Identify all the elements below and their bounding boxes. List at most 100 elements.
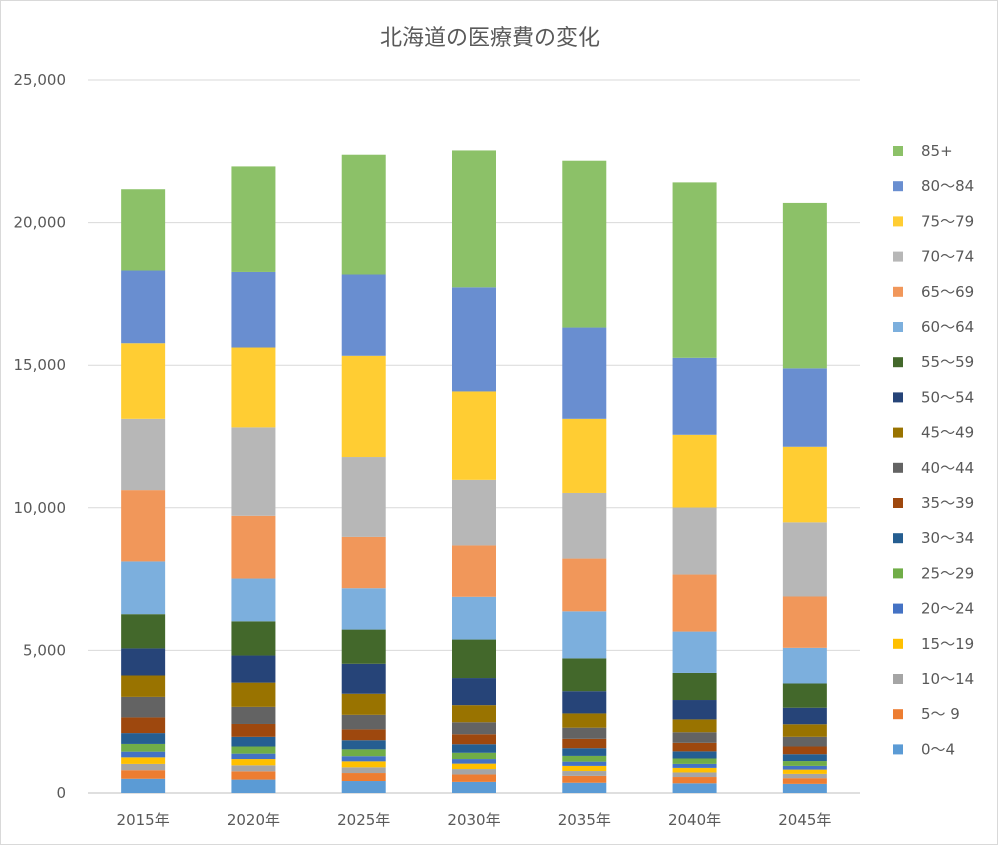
bar-segment-2-0 [341,781,386,793]
bar-segment-1-14 [231,427,276,516]
legend-label: 55～59 [921,353,974,371]
bar-segment-6-15 [782,446,827,523]
bar-segment-4-13 [562,558,607,612]
bar-segment-5-4 [672,763,717,768]
bar-segment-6-10 [782,707,827,725]
bar-segment-0-9 [121,675,166,697]
bar-segment-1-8 [231,706,276,724]
bar-segment-1-12 [231,578,276,622]
bar-segment-6-12 [782,647,827,684]
bar-segment-1-9 [231,682,276,707]
bar-segment-4-17 [562,160,607,328]
bar-segment-0-3 [121,757,166,764]
bar-segment-1-7 [231,723,276,737]
bar-segment-2-2 [341,767,386,774]
bar-segment-4-9 [562,713,607,728]
bar-segment-1-1 [231,771,276,780]
legend-label: 50～54 [921,388,974,406]
legend-label: 40～44 [921,459,974,477]
bar-segment-6-14 [782,522,827,597]
bar-segment-3-4 [452,759,496,764]
bar-segment-4-6 [562,748,607,756]
bar-segment-4-14 [562,492,607,559]
bar-segment-3-7 [452,734,496,745]
bar-segment-5-5 [672,758,717,764]
bar-segment-3-13 [452,545,496,597]
bar-segment-5-10 [672,700,717,720]
legend-swatch [893,568,903,579]
x-axis: 2015年 2020年 2025年 2030年 2035年 2040年 2045年 [117,811,832,829]
y-tick-label: 15,000 [14,356,67,374]
bar-segment-6-8 [782,736,827,747]
legend-swatch [893,427,903,438]
bar-segment-4-11 [562,658,607,692]
bar-segment-4-16 [562,327,607,419]
bar-segment-1-6 [231,736,276,747]
bar-segment-0-2 [121,763,166,771]
bar-segment-6-2 [782,773,827,779]
bar-segment-6-13 [782,596,827,648]
bar-segment-2-16 [341,274,386,356]
bar-segment-5-6 [672,751,717,759]
bar-segment-4-2 [562,771,607,776]
bar-segment-0-16 [121,270,166,344]
bar-segment-3-3 [452,763,496,770]
y-axis: 0 5,000 10,000 15,000 20,000 25,000 [14,71,67,802]
bar-segment-2-5 [341,749,386,757]
bar-segment-0-15 [121,343,166,419]
x-tick-label: 2020年 [227,811,280,829]
legend-swatch [893,392,903,403]
bar-segment-5-11 [672,672,717,701]
bar-segment-0-13 [121,490,166,562]
bar-segment-3-2 [452,769,496,775]
bar-segment-1-3 [231,759,276,766]
y-tick-label: 10,000 [14,499,67,517]
bar-segment-4-1 [562,775,607,783]
bar-segment-3-14 [452,479,496,546]
bar-segment-3-11 [452,639,496,679]
bar-segment-2-11 [341,629,386,664]
y-tick-label: 20,000 [14,214,67,232]
bar-segment-2-9 [341,693,386,715]
bar-segment-3-15 [452,391,496,480]
legend-label: 5～ 9 [921,705,960,723]
bar-segment-3-17 [452,150,496,288]
bar-segment-1-0 [231,779,276,793]
bar-segment-4-4 [562,761,607,766]
bar-segment-6-17 [782,202,827,369]
bar-segment-0-7 [121,717,166,734]
bar-segment-4-5 [562,755,607,762]
bar-segment-3-5 [452,752,496,760]
bar-segment-6-6 [782,754,827,762]
bar-segment-1-17 [231,166,276,272]
bar-segment-1-4 [231,753,276,760]
x-tick-label: 2030年 [447,811,500,829]
bar-segment-0-14 [121,418,166,491]
bar-segment-0-12 [121,561,166,615]
bar-segment-0-17 [121,189,166,271]
bar-segment-2-10 [341,663,386,694]
legend-label: 45～49 [921,424,974,442]
bar-segment-6-5 [782,761,827,766]
x-tick-label: 2045年 [778,811,831,829]
bar-segment-6-7 [782,746,827,755]
bars [121,150,827,793]
bar-segment-4-10 [562,691,607,714]
bar-segment-5-17 [672,182,717,358]
legend-swatch [893,498,903,508]
bar-segment-3-8 [452,722,496,735]
legend-label: 10～14 [921,670,974,688]
legend-swatch [893,146,903,156]
legend-label: 0～4 [921,740,955,758]
x-tick-label: 2025年 [337,811,390,829]
bar-segment-1-11 [231,621,276,656]
bar-segment-5-8 [672,732,717,743]
legend-swatch [893,357,903,368]
legend-swatch [893,462,903,473]
legend-label: 70～74 [921,248,974,266]
legend-swatch [893,322,903,332]
legend-label: 85+ [921,142,953,160]
bar-segment-5-9 [672,719,717,733]
bar-segment-2-12 [341,588,386,630]
